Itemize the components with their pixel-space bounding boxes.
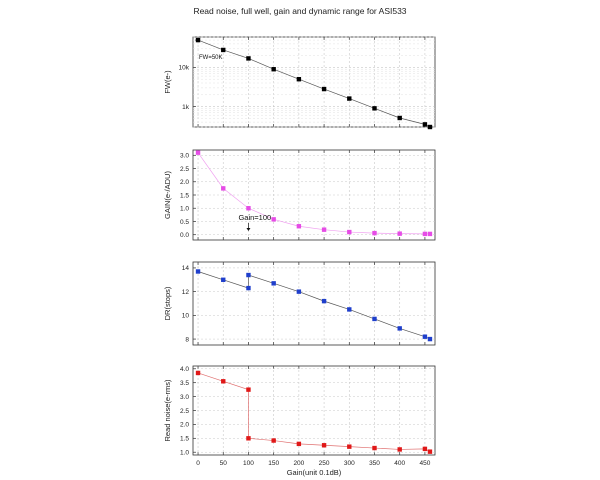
x-tick-label: 400 [394,460,405,467]
x-tick-label: 50 [220,460,228,467]
data-point-fw [221,47,226,53]
y-tick-label-fw: 1k [182,104,190,111]
data-point-gain [422,231,428,237]
data-point-dr [246,272,251,278]
data-point-fw [422,122,428,127]
data-point-fw [427,124,433,130]
y-tick-label-gain: 3.0 [180,153,189,160]
data-point-dr [246,285,251,291]
data-point-dr [296,289,302,294]
data-point-fw [271,67,276,72]
y-tick-label-rn: 4.0 [180,366,189,373]
data-point-dr [271,281,276,286]
data-point-rn [221,379,226,384]
data-point-dr [347,307,352,312]
y-tick-label-rn: 2.0 [180,422,189,429]
y-tick-label-gain: 1.5 [180,192,189,199]
data-point-fw [246,56,251,61]
y-tick-label-rn: 1.5 [180,436,189,443]
data-point-rn [372,445,377,451]
data-point-fw [195,37,201,43]
annotation-gain-arrowhead [246,228,251,231]
y-axis-label-gain: GAIN(e-/ADU) [163,171,172,219]
data-point-fw [321,86,327,92]
y-axis-label-rn: Read noise(e-rms) [163,379,172,442]
data-point-rn [271,438,276,443]
data-point-rn [347,444,352,449]
data-point-fw [372,106,377,111]
data-point-dr [221,277,226,282]
data-point-dr [397,326,402,331]
data-point-rn [296,441,302,447]
data-point-gain [397,231,402,236]
chart-title: Read noise, full well, gain and dynamic … [193,6,407,16]
data-point-dr [422,334,428,339]
x-tick-label: 200 [293,460,304,467]
y-tick-label-gain: 0.5 [180,219,189,226]
data-point-rn [246,387,251,392]
y-tick-label-gain: 0.0 [180,232,189,239]
y-tick-label-dr: 14 [182,265,190,272]
y-tick-label-rn: 2.5 [180,408,189,415]
y-tick-label-dr: 12 [182,289,190,296]
data-point-gain [246,206,251,211]
x-tick-label: 250 [319,460,330,467]
y-axis-label-fw: FW(e-) [163,70,172,94]
x-tick-label: 100 [243,460,254,467]
panel-frame-dr [192,261,436,346]
data-point-fw [296,77,302,82]
data-point-dr [321,298,327,304]
data-point-rn [397,447,402,452]
annotation-fw: FW=50K [199,55,223,61]
data-point-gain [271,217,276,222]
data-point-rn [422,446,428,452]
data-point-gain [221,186,226,191]
data-point-fw [397,115,402,121]
x-tick-label: 350 [369,460,380,467]
y-axis-label-dr: DR(stops) [163,286,172,320]
data-point-gain [321,227,327,232]
y-tick-label-gain: 2.5 [180,166,189,173]
y-tick-label-gain: 1.0 [180,206,189,213]
data-point-dr [372,316,377,322]
data-point-gain [372,230,377,236]
x-tick-label: 150 [268,460,279,467]
y-tick-label-dr: 8 [185,336,189,343]
x-tick-label: 300 [344,460,355,467]
series-line-rn [197,372,431,452]
data-point-rn [321,443,327,448]
data-point-dr [195,269,201,274]
y-tick-label-gain: 2.0 [180,179,189,186]
data-point-rn [427,449,433,454]
x-tick-label: 0 [196,460,200,467]
series-line-dr [197,271,431,340]
data-point-fw [347,96,352,101]
y-tick-label-dr: 10 [182,313,190,320]
y-tick-label-fw: 10k [179,65,190,72]
data-point-dr [427,336,433,342]
x-axis-label: Gain(unit 0.1dB) [287,468,342,477]
data-point-gain [427,231,433,237]
x-tick-label: 450 [419,460,430,467]
y-tick-label-rn: 3.0 [180,394,189,401]
data-point-gain [195,150,201,155]
y-tick-label-rn: 1.0 [180,450,189,457]
data-point-gain [347,229,352,235]
y-tick-label-rn: 3.5 [180,380,189,387]
data-point-rn [246,436,251,441]
data-point-gain [296,224,302,229]
data-point-rn [195,370,201,376]
annotation-gain: Gain=100 [238,213,271,222]
panel-frame-fw [192,36,436,128]
